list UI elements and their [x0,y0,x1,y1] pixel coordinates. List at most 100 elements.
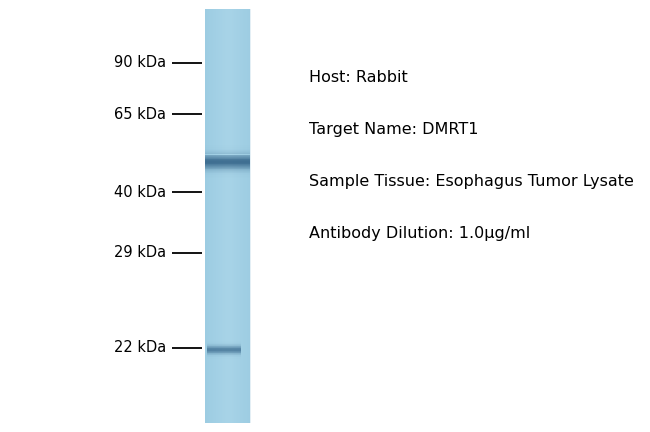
Bar [248,9,249,423]
Text: 65 kDa: 65 kDa [114,107,166,122]
Bar [205,142,250,143]
Bar [228,9,229,423]
Bar [243,9,244,423]
Bar [244,9,246,423]
Bar [205,152,250,153]
Bar [205,174,250,175]
Bar [205,145,250,146]
Bar [205,181,250,182]
Bar [205,162,250,163]
Bar [209,9,211,423]
Text: Sample Tissue: Esophagus Tumor Lysate: Sample Tissue: Esophagus Tumor Lysate [309,174,634,189]
Bar [236,9,237,423]
Bar [207,344,241,345]
Bar [207,349,241,350]
Bar [227,9,228,423]
Bar [240,9,241,423]
Bar [207,350,241,351]
Bar [207,354,241,355]
Text: 22 kDa: 22 kDa [114,340,166,355]
Bar [214,9,215,423]
Bar [208,9,209,423]
Bar [205,168,250,169]
Bar [205,155,250,156]
Bar [207,336,241,337]
Bar [205,138,250,139]
Bar [207,361,241,362]
Text: 90 kDa: 90 kDa [114,55,166,70]
Bar [207,356,241,357]
Text: Target Name: DMRT1: Target Name: DMRT1 [309,122,478,137]
Bar [205,159,250,160]
Text: 40 kDa: 40 kDa [114,185,166,200]
Bar [242,9,243,423]
Bar [213,9,214,423]
Bar [205,176,250,177]
Bar [205,141,250,142]
Bar [225,9,226,423]
Bar [230,9,231,423]
Bar [205,163,250,164]
Bar [229,9,230,423]
Bar [250,9,252,423]
Bar [207,337,241,338]
Bar [205,9,250,423]
Bar [207,338,241,339]
Bar [205,144,250,145]
Bar [233,9,234,423]
Bar [247,9,248,423]
Bar [207,351,241,352]
Bar [205,156,250,157]
Bar [205,179,250,180]
Bar [207,9,208,423]
Bar [207,355,241,356]
Bar [205,140,250,141]
Bar [231,9,233,423]
Bar [226,9,227,423]
Bar [205,170,250,171]
Bar [205,154,250,155]
Bar [205,180,250,181]
Bar [205,167,250,168]
Bar [205,177,250,178]
Bar [205,148,250,149]
Bar [205,175,250,176]
Bar [220,9,221,423]
Text: 29 kDa: 29 kDa [114,245,166,260]
Bar [205,157,250,158]
Bar [205,172,250,173]
Bar [205,183,250,184]
Bar [207,347,241,348]
Bar [205,149,250,150]
Bar [205,147,250,148]
Bar [207,346,241,347]
Bar [205,166,250,167]
Bar [205,185,250,186]
Bar [207,353,241,354]
Bar [205,165,250,166]
Bar [205,143,250,144]
Bar [207,352,241,353]
Bar [207,358,241,359]
Bar [216,9,218,423]
Bar [205,186,250,187]
Bar [205,146,250,147]
Bar [207,345,241,346]
Bar [205,150,250,151]
Bar [205,137,250,138]
Bar [205,182,250,183]
Bar [219,9,220,423]
Bar [207,363,241,364]
Bar [234,9,235,423]
Bar [205,153,250,154]
Bar [207,357,241,358]
Bar [205,169,250,170]
Bar [205,151,250,152]
Bar [207,342,241,343]
Bar [246,9,247,423]
Bar [235,9,236,423]
Bar [205,161,250,162]
Bar [212,9,213,423]
Bar [205,139,250,140]
Bar [205,160,250,161]
